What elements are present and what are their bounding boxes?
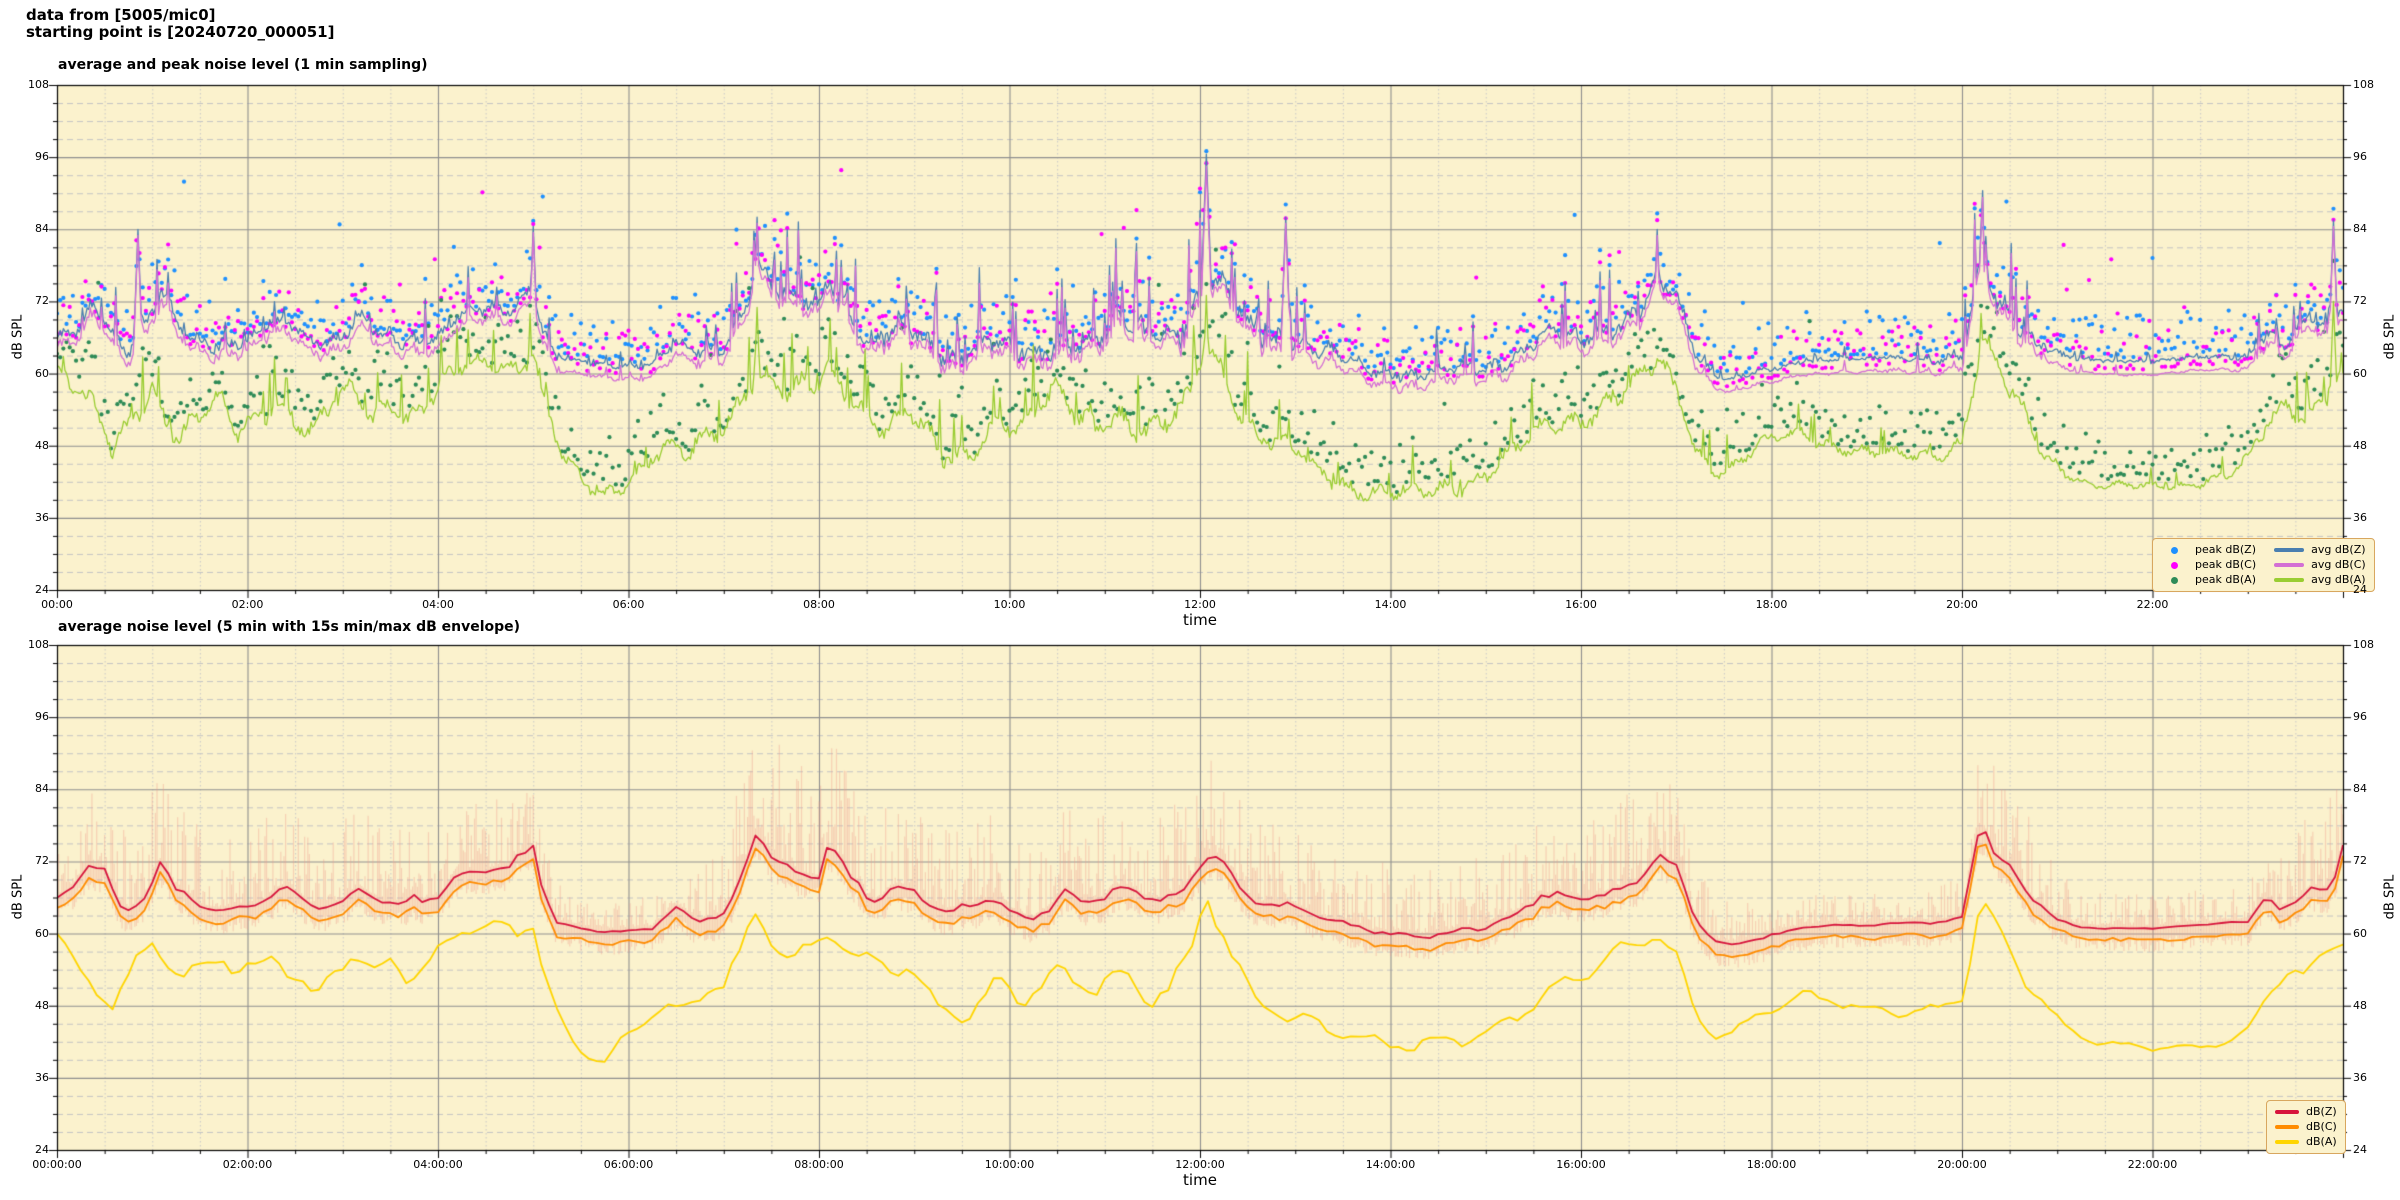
y-tick-label-right: 48 <box>2353 438 2367 452</box>
header-line-1: data from [5005/mic0] <box>26 6 216 24</box>
y-tick-label-left: 72 <box>35 854 49 868</box>
top-chart-legend: peak dB(Z) peak dB(C) peak dB(A) avg dB(Z) a… <box>2152 538 2375 592</box>
legend-item: peak dB(Z) <box>2161 543 2256 557</box>
y-tick-label-right: 24 <box>2353 1143 2367 1156</box>
y-tick-label-right: 36 <box>2353 1070 2367 1084</box>
legend-item: dB(Z) <box>2275 1105 2337 1119</box>
legend-label: peak dB(C) <box>2195 558 2257 571</box>
bottom-chart-title: average noise level (5 min with 15s min/… <box>58 619 521 635</box>
x-tick-label: 00:00:00 <box>32 1158 82 1171</box>
x-tick-label: 14:00 <box>1374 598 1407 611</box>
x-tick-label: 08:00 <box>803 598 835 611</box>
y-tick-label-left: 84 <box>35 782 49 796</box>
y-tick-label-left: 84 <box>35 222 49 236</box>
legend-item: dB(A) <box>2275 1135 2337 1149</box>
y-tick-label-right: 36 <box>2353 510 2367 524</box>
x-tick-label: 10:00:00 <box>984 1158 1035 1171</box>
y-tick-label-right: 108 <box>2353 78 2374 91</box>
y-tick-label-left: 96 <box>35 710 49 724</box>
y-tick-label-left: 60 <box>35 366 49 380</box>
x-tick-label: 06:00:00 <box>603 1158 654 1171</box>
y-tick-label-left: 60 <box>35 926 49 940</box>
y-tick-label-left: 24 <box>35 583 49 596</box>
y-tick-label-right: 96 <box>2353 710 2367 724</box>
legend-line-swatch-avg-db-z- <box>2274 547 2305 553</box>
y-tick-label-right: 24 <box>2353 583 2367 596</box>
y-tick-label-right: 48 <box>2353 998 2367 1012</box>
legend-label: avg dB(C) <box>2311 558 2366 571</box>
bottom-chart-ylabel-right: dB SPL <box>2382 874 2398 920</box>
x-tick-label: 22:00:00 <box>2127 1158 2178 1171</box>
bottom-chart-xlabel: time <box>1183 1171 1217 1189</box>
y-tick-label-left: 36 <box>35 510 49 524</box>
header-line-2: starting point is [20240720_000051] <box>26 23 335 41</box>
legend-item: avg dB(Z) <box>2274 543 2366 557</box>
x-tick-label: 04:00:00 <box>413 1158 463 1171</box>
x-tick-label: 02:00:00 <box>222 1158 273 1171</box>
x-tick-label: 16:00 <box>1565 598 1597 611</box>
legend-item: avg dB(C) <box>2274 558 2366 572</box>
y-tick-label-left: 108 <box>28 638 49 651</box>
top-chart-ylabel-right: dB SPL <box>2382 314 2398 360</box>
legend-label: peak dB(A) <box>2195 573 2256 586</box>
y-tick-label-right: 72 <box>2353 854 2367 868</box>
legend-label: dB(Z) <box>2306 1105 2337 1118</box>
y-tick-label-left: 48 <box>35 998 49 1012</box>
y-tick-label-left: 96 <box>35 150 49 164</box>
x-tick-label: 14:00:00 <box>1365 1158 1416 1171</box>
x-tick-label: 06:00 <box>612 598 645 611</box>
y-tick-label-left: 72 <box>35 294 49 308</box>
x-tick-label: 16:00:00 <box>1556 1158 1606 1171</box>
x-tick-label: 18:00:00 <box>1746 1158 1797 1171</box>
legend-item: dB(C) <box>2275 1120 2337 1134</box>
y-tick-label-right: 72 <box>2353 294 2367 308</box>
legend-label: dB(A) <box>2306 1135 2337 1148</box>
legend-line-swatch-db-c- <box>2275 1124 2299 1130</box>
bottom-chart-ylabel-left: dB SPL <box>10 874 26 920</box>
x-tick-label: 20:00:00 <box>1937 1158 1987 1171</box>
y-tick-label-left: 108 <box>28 78 49 91</box>
legend-line-swatch-db-z- <box>2275 1109 2299 1115</box>
x-tick-label: 02:00 <box>231 598 264 611</box>
top-chart-title: average and peak noise level (1 min samp… <box>58 57 428 73</box>
legend-label: peak dB(Z) <box>2195 543 2257 556</box>
legend-label: avg dB(A) <box>2311 573 2366 586</box>
x-tick-label: 12:00:00 <box>1175 1158 1225 1171</box>
x-tick-label: 10:00 <box>993 598 1026 611</box>
legend-line-swatch-avg-db-a- <box>2274 577 2305 583</box>
legend-label: dB(C) <box>2306 1120 2337 1133</box>
x-tick-label: 00:00 <box>41 598 73 611</box>
x-tick-label: 04:00 <box>422 598 454 611</box>
x-tick-label: 20:00 <box>1946 598 1978 611</box>
legend-label: avg dB(Z) <box>2311 543 2366 556</box>
y-tick-label-right: 84 <box>2353 782 2367 796</box>
y-tick-label-left: 48 <box>35 438 49 452</box>
x-tick-label: 12:00 <box>1184 598 1216 611</box>
legend-item: avg dB(A) <box>2274 573 2366 587</box>
legend-item: peak dB(A) <box>2161 573 2256 587</box>
legend-dot-swatch-peak-db-z- <box>2171 546 2178 554</box>
legend-line-swatch-avg-db-c- <box>2274 562 2305 568</box>
bottom-chart-legend: dB(Z) dB(C) dB(A) <box>2266 1100 2346 1154</box>
top-chart-xlabel: time <box>1183 611 1217 629</box>
y-tick-label-right: 60 <box>2353 366 2367 380</box>
x-tick-label: 08:00:00 <box>794 1158 844 1171</box>
top-chart-ylabel-left: dB SPL <box>10 314 26 360</box>
y-tick-label-right: 60 <box>2353 926 2367 940</box>
legend-item: peak dB(C) <box>2161 558 2256 572</box>
y-tick-label-left: 36 <box>35 1070 49 1084</box>
y-tick-label-left: 24 <box>35 1143 49 1156</box>
y-tick-label-right: 96 <box>2353 150 2367 164</box>
legend-dot-swatch-peak-db-c- <box>2171 561 2178 569</box>
y-tick-label-right: 108 <box>2353 638 2374 651</box>
x-tick-label: 22:00 <box>2136 598 2169 611</box>
legend-dot-swatch-peak-db-a- <box>2171 576 2178 584</box>
legend-line-swatch-db-a- <box>2275 1139 2299 1145</box>
y-tick-label-right: 84 <box>2353 222 2367 236</box>
x-tick-label: 18:00 <box>1755 598 1788 611</box>
